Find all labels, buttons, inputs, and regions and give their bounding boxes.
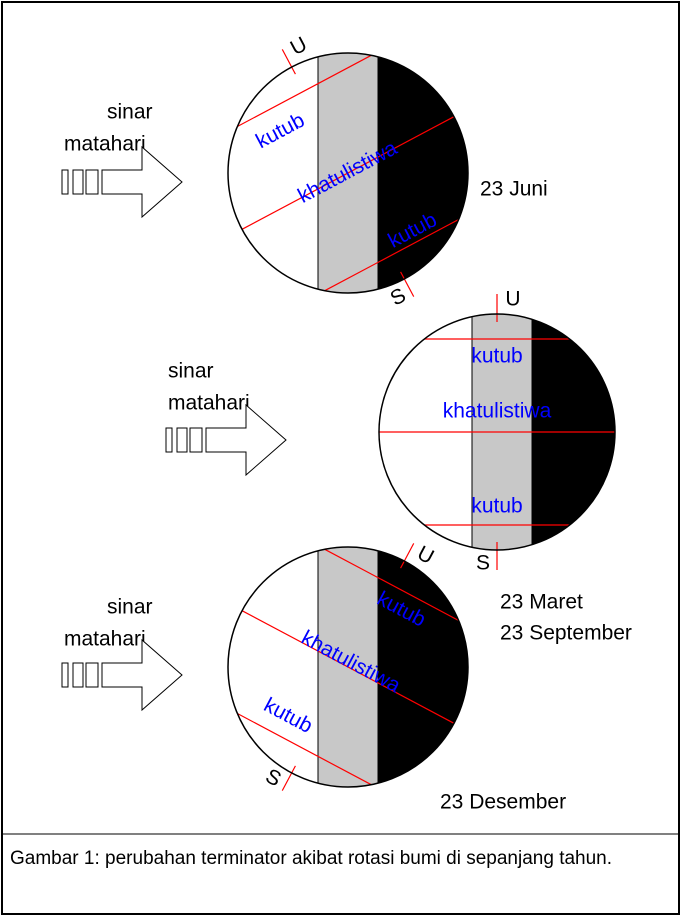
sun-label: matahari: [64, 133, 146, 156]
south-label: S: [262, 764, 285, 791]
south-label: S: [476, 552, 490, 575]
caption: Gambar 1: perubahan terminator akibat ro…: [10, 846, 670, 872]
ray-bar: [62, 170, 68, 194]
polar-label: kutub: [471, 495, 522, 518]
sun-label: sinar: [107, 101, 153, 124]
ray-bar: [86, 663, 98, 687]
date-label: 23 Maret: [500, 591, 583, 614]
diagram: sinar matahari U Skutub kutub khatulistiwa 23 …: [0, 0, 682, 917]
north-label: U: [505, 288, 520, 311]
night-side: [378, 547, 468, 787]
ray-bar: [73, 170, 83, 194]
ray-bar: [177, 428, 187, 452]
night-side: [378, 53, 468, 293]
ray-bar: [190, 428, 202, 452]
ray-bar: [166, 428, 172, 452]
sun-label: sinar: [107, 596, 153, 619]
ray-bar: [73, 663, 83, 687]
ray-bar: [86, 170, 98, 194]
north-label: U: [413, 542, 437, 569]
sun-label: sinar: [168, 360, 214, 383]
sun-arrow: [102, 147, 182, 217]
south-label: S: [387, 284, 410, 311]
date-label: 23 September: [500, 622, 632, 645]
north-label: U: [287, 33, 311, 60]
equator-label: khatulistiwa: [443, 400, 552, 423]
date-label: 23 Desember: [440, 791, 566, 814]
polar-label: kutub: [471, 345, 522, 368]
sun-label: matahari: [64, 628, 146, 651]
sun-arrow: [206, 405, 286, 475]
ray-bar: [62, 663, 68, 687]
page: sinar matahari U Skutub kutub khatulistiwa 23 …: [0, 0, 682, 917]
date-label: 23 Juni: [480, 178, 548, 201]
sun-label: matahari: [168, 392, 250, 415]
